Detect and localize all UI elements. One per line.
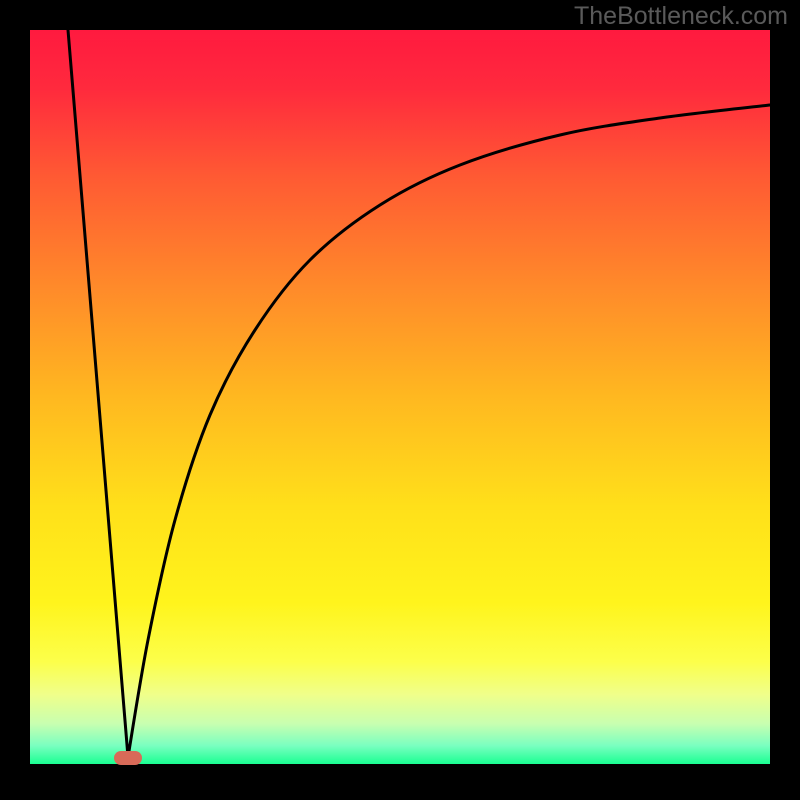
optimum-marker bbox=[114, 751, 142, 765]
plot-background bbox=[30, 30, 770, 764]
chart-container: TheBottleneck.com bbox=[0, 0, 800, 800]
bottleneck-chart bbox=[0, 0, 800, 800]
